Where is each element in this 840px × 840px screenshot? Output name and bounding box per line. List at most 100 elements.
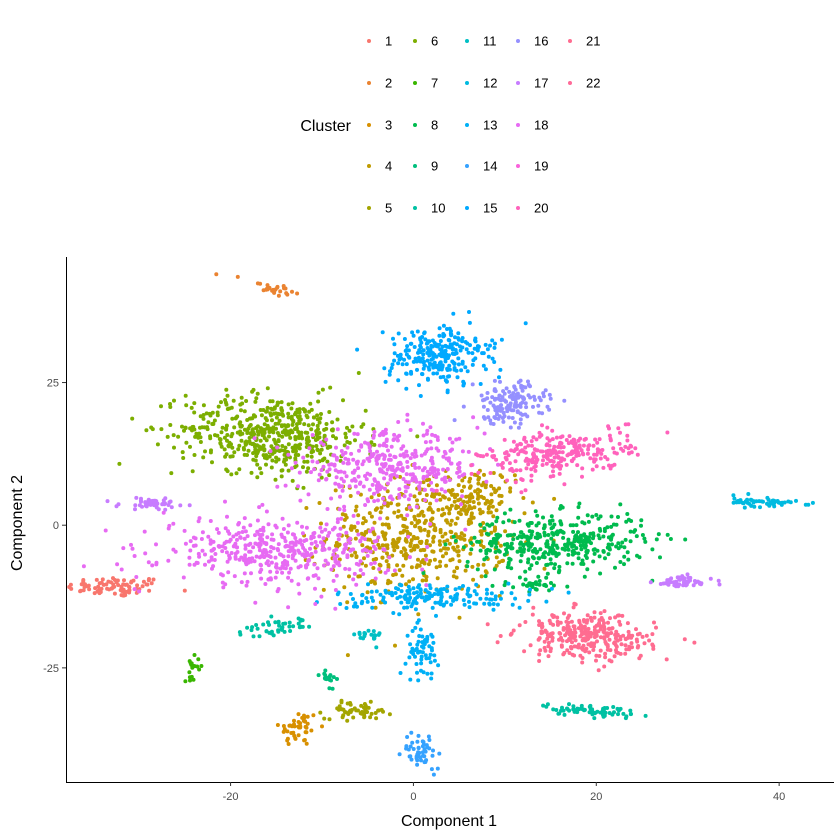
cluster-18-point bbox=[280, 570, 285, 575]
cluster-18-point bbox=[271, 537, 276, 542]
cluster-15-point bbox=[404, 386, 409, 391]
cluster-8-point bbox=[536, 574, 541, 579]
cluster-6-point bbox=[159, 427, 164, 432]
cluster-18-point bbox=[253, 533, 257, 538]
cluster-13-point bbox=[427, 656, 432, 661]
cluster-6-point bbox=[318, 416, 322, 421]
cluster-20-point bbox=[560, 434, 565, 439]
cluster-18-point bbox=[403, 484, 408, 489]
cluster-15-point bbox=[449, 332, 454, 337]
cluster-18-point bbox=[389, 474, 393, 479]
cluster-6-point bbox=[254, 426, 259, 430]
cluster-21-point bbox=[593, 629, 598, 634]
cluster-20-point bbox=[614, 451, 619, 456]
cluster-16-point bbox=[532, 397, 537, 402]
cluster-21-point bbox=[528, 643, 533, 648]
cluster-6-point bbox=[372, 442, 377, 447]
cluster-18-point bbox=[383, 570, 388, 575]
cluster-2-point bbox=[290, 289, 294, 294]
cluster-18-point bbox=[266, 522, 271, 527]
cluster-7-point bbox=[196, 657, 201, 662]
cluster-18-point bbox=[404, 472, 409, 477]
cluster-6-point bbox=[168, 405, 173, 409]
cluster-18-point bbox=[388, 453, 392, 458]
cluster-6-point bbox=[328, 385, 333, 390]
cluster-15-point bbox=[446, 374, 450, 379]
cluster-10-point bbox=[245, 625, 250, 630]
cluster-13-point bbox=[484, 587, 489, 592]
cluster-1-point bbox=[121, 593, 125, 598]
cluster-18-point bbox=[313, 573, 318, 578]
cluster-9-point bbox=[323, 668, 328, 673]
cluster-20-point bbox=[532, 465, 537, 470]
cluster-20-point bbox=[508, 467, 513, 472]
cluster-18-point bbox=[382, 547, 387, 552]
cluster-8-point bbox=[629, 519, 634, 523]
cluster-6-point bbox=[331, 434, 335, 439]
cluster-20-point bbox=[560, 456, 564, 461]
cluster-4-point bbox=[363, 519, 368, 524]
cluster-16-point bbox=[496, 396, 500, 401]
cluster-4-point bbox=[434, 483, 439, 488]
cluster-12-point bbox=[806, 502, 811, 507]
cluster-1-point bbox=[182, 588, 187, 593]
cluster-8-point bbox=[616, 515, 620, 519]
cluster-6-point bbox=[319, 447, 324, 452]
cluster-13-point bbox=[416, 639, 421, 644]
cluster-4-point bbox=[419, 510, 424, 515]
cluster-6-point bbox=[223, 398, 228, 402]
cluster-16-point bbox=[512, 404, 517, 409]
cluster-20-point bbox=[523, 445, 528, 450]
cluster-16-point bbox=[470, 382, 475, 387]
cluster-21-point bbox=[596, 668, 601, 673]
cluster-18-point bbox=[423, 487, 427, 492]
cluster-18-point bbox=[323, 527, 328, 532]
cluster-18-point bbox=[417, 465, 421, 470]
cluster-18-point bbox=[457, 474, 462, 479]
cluster-18-point bbox=[223, 526, 228, 531]
cluster-10-point bbox=[291, 624, 296, 629]
cluster-4-point bbox=[430, 510, 435, 515]
cluster-13-point bbox=[423, 653, 428, 658]
cluster-15-point bbox=[416, 350, 420, 355]
cluster-1-point bbox=[127, 590, 132, 595]
cluster-18-point bbox=[392, 568, 397, 573]
cluster-6-point bbox=[324, 422, 329, 426]
cluster-8-point bbox=[609, 524, 614, 529]
cluster-18-point bbox=[325, 507, 330, 511]
cluster-18-point bbox=[334, 445, 338, 450]
cluster-4-point bbox=[455, 544, 460, 549]
cluster-6-point bbox=[217, 437, 222, 441]
cluster-10-point bbox=[601, 713, 605, 717]
cluster-4-point bbox=[400, 573, 405, 578]
cluster-14-point bbox=[431, 772, 436, 777]
cluster-18-point bbox=[315, 460, 320, 465]
cluster-8-point bbox=[598, 571, 603, 576]
cluster-18-point bbox=[259, 576, 264, 581]
cluster-13-point bbox=[351, 597, 355, 601]
cluster-8-point bbox=[561, 535, 566, 540]
cluster-18-point bbox=[194, 560, 199, 565]
cluster-18-point bbox=[203, 562, 207, 567]
cluster-15-point bbox=[396, 378, 401, 383]
cluster-6-point bbox=[253, 399, 258, 404]
cluster-18-point bbox=[306, 492, 311, 497]
cluster-10-point bbox=[279, 627, 284, 632]
cluster-18-point bbox=[326, 533, 330, 538]
cluster-4-point bbox=[357, 574, 362, 579]
cluster-20-point bbox=[518, 441, 523, 446]
cluster-4-point bbox=[391, 573, 396, 577]
cluster-18-point bbox=[352, 571, 357, 576]
cluster-20-point bbox=[633, 446, 638, 451]
cluster-21-point bbox=[605, 634, 610, 638]
cluster-6-point bbox=[282, 459, 286, 464]
cluster-13-point bbox=[406, 584, 411, 589]
cluster-20-point bbox=[566, 441, 571, 446]
cluster-18-point bbox=[386, 448, 390, 453]
cluster-8-point bbox=[586, 519, 591, 524]
cluster-14-point bbox=[416, 745, 421, 750]
cluster-6-point bbox=[363, 408, 368, 413]
cluster-8-point bbox=[643, 539, 648, 544]
cluster-13-point bbox=[544, 599, 549, 604]
cluster-20-point bbox=[578, 436, 583, 441]
